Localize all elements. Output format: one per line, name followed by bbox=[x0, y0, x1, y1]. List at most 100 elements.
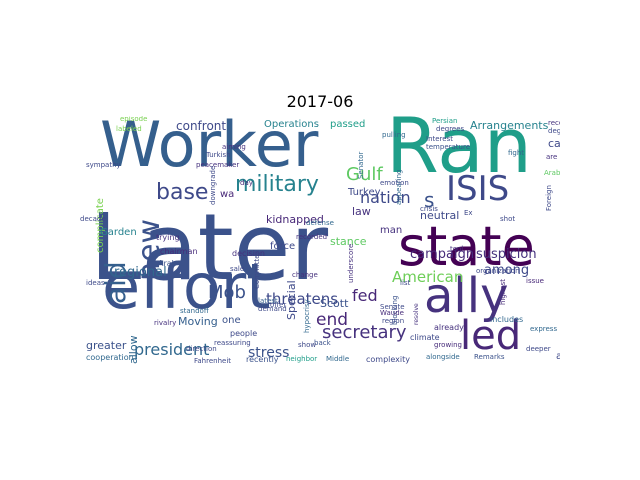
word-confront: confront bbox=[176, 119, 227, 133]
word-senator: Senator bbox=[357, 151, 365, 179]
word-sympathy: sympathy bbox=[86, 161, 121, 169]
word-growing: growing bbox=[434, 341, 462, 349]
word-fed: fed bbox=[352, 286, 378, 305]
word-sale: sale bbox=[230, 265, 245, 273]
word-nation: nation bbox=[360, 188, 411, 207]
word-suspicion: suspicion bbox=[476, 247, 537, 262]
word-force: force bbox=[270, 241, 296, 252]
word-demand: demand bbox=[258, 305, 287, 313]
word-committee: Committee bbox=[253, 249, 261, 289]
word-cooperation: cooperation bbox=[86, 353, 134, 362]
word-cloud: Later effort Worker Ran state ally led ISIS new a… bbox=[80, 116, 560, 364]
word-highest: highest bbox=[499, 278, 507, 305]
word-end: end bbox=[316, 310, 349, 330]
word-temperature: temperature bbox=[426, 143, 470, 151]
word-change: change bbox=[292, 271, 318, 279]
word-later: Later bbox=[90, 194, 329, 301]
word-day: day bbox=[240, 179, 253, 187]
word-neutral: neutral bbox=[420, 209, 460, 222]
word-base: base bbox=[156, 180, 209, 205]
word-complicate: complicate bbox=[95, 198, 106, 253]
word-s: s bbox=[424, 188, 435, 212]
word-persian: Persian bbox=[432, 117, 458, 125]
word-operations: Operations bbox=[264, 119, 319, 130]
word-kidnapped: kidnapped bbox=[266, 213, 324, 226]
word-peacemaker: peacemaker bbox=[196, 161, 240, 169]
word-emotion: emotion bbox=[380, 179, 409, 187]
word-organization: organization bbox=[476, 267, 520, 275]
word-chairman: chairman bbox=[160, 247, 198, 256]
word-crisis: crisis bbox=[420, 205, 438, 213]
word-issue: issue bbox=[526, 277, 544, 285]
word-wa: wa bbox=[220, 189, 235, 200]
word-secretary: secretary bbox=[322, 322, 407, 343]
word-defense: defense bbox=[306, 219, 334, 227]
word-region: region bbox=[382, 317, 405, 325]
word-greater: greater bbox=[86, 339, 127, 352]
word-passed: passed bbox=[330, 119, 366, 130]
word-neighbor: neighbor bbox=[286, 355, 318, 363]
word-includes: includes bbox=[490, 315, 524, 324]
word-ex: Ex bbox=[464, 209, 473, 217]
word-special: Special bbox=[285, 280, 298, 321]
word-fahrenheit: Fahrenheit bbox=[194, 357, 232, 365]
word-complexity: complexity bbox=[366, 355, 410, 364]
word-moving: Moving bbox=[178, 315, 218, 328]
word-effort: effort bbox=[102, 250, 271, 323]
word-people: people bbox=[230, 329, 258, 338]
word-stance: stance bbox=[330, 235, 367, 248]
word-alongside: alongside bbox=[426, 353, 460, 361]
word-resolve: resolve bbox=[413, 303, 420, 326]
word-turkish: Turkish bbox=[206, 151, 231, 159]
word-middle: Middle bbox=[326, 355, 350, 363]
word-waude: Waude bbox=[380, 309, 404, 317]
word-arrangements: Arrangements bbox=[470, 119, 549, 132]
word-degree: degree bbox=[548, 127, 560, 135]
word-one: one bbox=[222, 315, 241, 326]
word-away: away bbox=[556, 351, 560, 362]
word-scott: Scott bbox=[320, 297, 349, 310]
word-arabia: Arabia bbox=[544, 169, 560, 177]
word-president: president bbox=[134, 340, 210, 359]
word-mob: Mob bbox=[208, 282, 246, 303]
word-downgrade: downgrade bbox=[209, 165, 217, 205]
word-tool: tool bbox=[450, 245, 464, 253]
chart-title: 2017-06 bbox=[286, 92, 354, 111]
word-rivalry: rivalry bbox=[154, 319, 177, 327]
word-recently: recently bbox=[246, 355, 279, 364]
word-turkey: Turkey bbox=[348, 187, 381, 198]
word-offer: offer bbox=[270, 301, 287, 309]
word-stress: stress bbox=[248, 345, 290, 361]
word-reassuring: reassuring bbox=[214, 339, 251, 347]
word-are: are bbox=[546, 153, 558, 161]
word-regional: regional bbox=[114, 265, 167, 280]
word-remarks: Remarks bbox=[474, 353, 505, 361]
word-ally: ally bbox=[424, 268, 509, 324]
word-american: American bbox=[392, 268, 464, 286]
word-among: among bbox=[484, 263, 530, 278]
word-trying: trying bbox=[156, 233, 180, 242]
word-show: show bbox=[298, 341, 317, 349]
word-ran: Ran bbox=[386, 116, 532, 190]
word-direction: direction bbox=[186, 345, 217, 353]
word-man: man bbox=[380, 225, 403, 236]
word-military: military bbox=[235, 172, 319, 197]
word-isis: ISIS bbox=[446, 169, 510, 209]
word-interest: Interest bbox=[426, 135, 453, 143]
word-pulling: pulling bbox=[382, 131, 406, 139]
word-threatens: threatens bbox=[266, 290, 339, 308]
word-decade: decade bbox=[80, 215, 106, 223]
word-decision: decision bbox=[232, 249, 265, 258]
word-campaign: campaign bbox=[410, 247, 475, 262]
word-gulf: Gulf bbox=[346, 164, 383, 185]
word-recorded: recorded bbox=[296, 233, 328, 241]
word-foreign: Foreign bbox=[545, 185, 553, 211]
word-degrees: degrees bbox=[436, 125, 465, 133]
word-list: list bbox=[400, 279, 411, 287]
word-latest: latest bbox=[258, 297, 278, 305]
word-labeled: labeled bbox=[116, 125, 142, 133]
word-led: led bbox=[460, 313, 522, 359]
word-law: law bbox=[352, 205, 371, 218]
word-already: already bbox=[434, 323, 464, 332]
